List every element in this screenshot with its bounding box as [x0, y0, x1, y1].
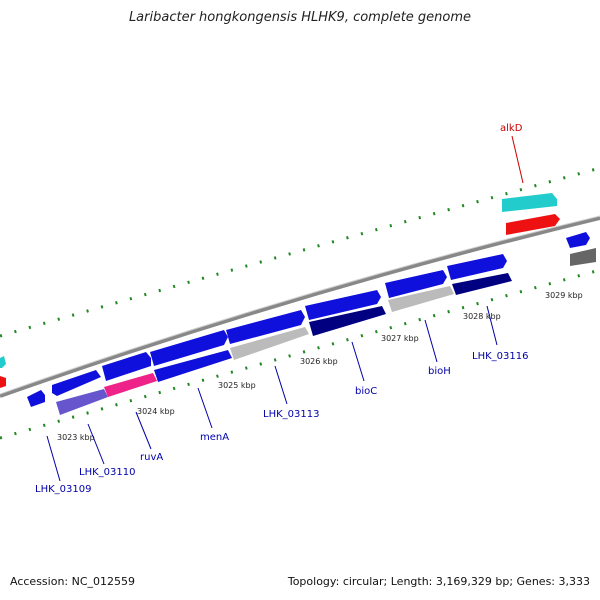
gene-labels: LHK_03109 LHK_03110 ruvA menA LHK_03113 …	[35, 123, 528, 495]
leader-LHK_03109	[46, 435, 61, 482]
gene-leaders	[46, 135, 524, 482]
label-LHK_03113: LHK_03113	[263, 409, 319, 420]
forward-strand-genes	[0, 193, 590, 407]
leader-LHK_03110	[87, 423, 105, 465]
genome-summary: Topology: circular; Length: 3,169,329 bp…	[287, 575, 590, 588]
leader-bioH	[424, 319, 438, 363]
gene-left-red	[0, 376, 6, 388]
gene-alkD	[502, 193, 557, 212]
leader-bioC	[351, 341, 365, 382]
label-alkD: alkD	[500, 123, 523, 134]
scale-3023: 3023 kbp	[57, 433, 95, 442]
genome-backbone	[0, 216, 600, 398]
gene-bioC-fwd	[305, 290, 381, 320]
gene-LHK_03110	[52, 370, 101, 396]
scale-3024: 3024 kbp	[137, 407, 175, 416]
label-LHK_03116: LHK_03116	[472, 351, 528, 362]
scale-3029: 3029 kbp	[545, 291, 583, 300]
label-LHK_03109: LHK_03109	[35, 484, 91, 495]
label-bioH: bioH	[428, 366, 451, 377]
gene-left-edge	[0, 356, 6, 368]
leader-alkD	[511, 135, 524, 184]
gene-navy-2	[452, 273, 512, 295]
label-menA: menA	[200, 432, 229, 443]
gene-gray-2	[388, 286, 454, 312]
scale-labels: 3023 kbp 3024 kbp 3025 kbp 3026 kbp 3027…	[57, 291, 583, 442]
leader-ruvA	[135, 411, 152, 450]
label-ruvA: ruvA	[140, 452, 163, 463]
gene-blue-2	[154, 350, 232, 382]
scale-3026: 3026 kbp	[300, 357, 338, 366]
gene-ruvA-fwd	[102, 352, 151, 381]
label-LHK_03110: LHK_03110	[79, 467, 135, 478]
scale-3028: 3028 kbp	[463, 312, 501, 321]
scale-3025: 3025 kbp	[218, 381, 256, 390]
gene-LHK_03109	[27, 390, 45, 407]
leader-LHK_03113	[274, 365, 288, 405]
gene-pink	[104, 373, 157, 397]
gene-menA-fwd	[150, 330, 228, 366]
gene-gray-1	[230, 327, 309, 360]
label-bioC: bioC	[355, 386, 377, 397]
gene-bioH-fwd	[385, 270, 447, 298]
map-title: Laribacter hongkongensis HLHK9, complete…	[128, 10, 472, 25]
scale-3027: 3027 kbp	[381, 334, 419, 343]
leader-menA	[197, 387, 213, 429]
gene-LHK_03116-fwd	[447, 254, 507, 280]
gene-navy-1	[309, 306, 386, 336]
accession-text: Accession: NC_012559	[10, 575, 136, 588]
reverse-strand-genes	[56, 248, 596, 415]
gene-darkgray	[570, 248, 596, 266]
gene-LHK_03113-fwd	[226, 310, 305, 344]
genome-backbone-highlight	[0, 215, 600, 395]
gene-alkD-red	[506, 214, 560, 235]
leader-LHK_03116	[486, 305, 498, 346]
gene-right-edge	[566, 232, 590, 248]
gene-purple	[56, 389, 108, 415]
